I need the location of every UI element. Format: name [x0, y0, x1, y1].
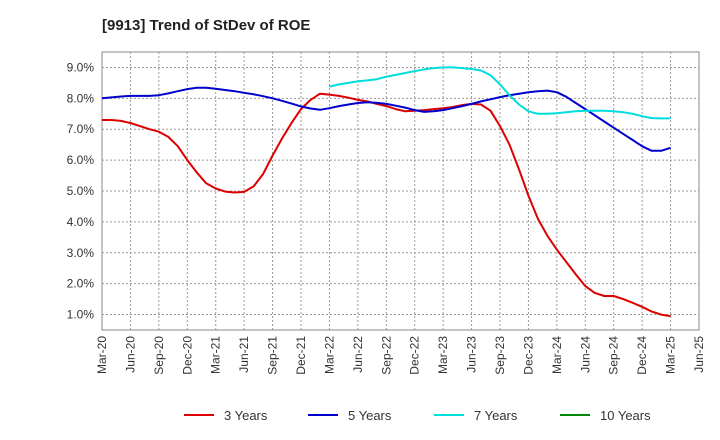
y-tick-label: 4.0%: [67, 215, 95, 229]
y-tick-label: 5.0%: [67, 184, 95, 198]
x-tick-label: Jun-23: [465, 336, 479, 373]
x-tick-label: Sep-24: [607, 336, 621, 375]
series-line-3-years: [102, 92, 671, 318]
legend-label: 5 Years: [348, 408, 392, 423]
grid: [102, 52, 699, 330]
chart-title: [9913] Trend of StDev of ROE: [102, 17, 310, 34]
x-tick-label: Mar-20: [95, 336, 109, 374]
x-tick-label: Mar-25: [664, 336, 678, 374]
x-tick-label: Dec-23: [521, 336, 535, 375]
x-tick-label: Dec-20: [180, 336, 194, 375]
x-tick-label: Sep-20: [152, 336, 166, 375]
x-axis-ticks: Mar-20 Jun-20 Sep-20 Dec-20 Mar-21 Jun-21 Sep-…: [95, 336, 706, 375]
y-tick-label: 7.0%: [67, 122, 95, 136]
y-axis-ticks: 1.0% 2.0% 3.0% 4.0% 5.0% 6.0% 7.0% 8.0% 9.0%: [67, 60, 95, 321]
x-tick-label: Mar-24: [550, 336, 564, 374]
y-tick-label: 1.0%: [67, 308, 95, 322]
x-tick-label: Dec-21: [294, 336, 308, 375]
x-tick-label: Mar-23: [436, 336, 450, 374]
x-tick-label: Jun-20: [123, 336, 137, 373]
x-tick-label: Sep-23: [493, 336, 507, 375]
series-line-7-years: [329, 66, 671, 120]
y-tick-label: 6.0%: [67, 153, 95, 167]
y-tick-label: 9.0%: [67, 60, 95, 74]
x-tick-label: Dec-22: [408, 336, 422, 375]
x-tick-label: Jun-25: [692, 336, 706, 373]
y-tick-label: 3.0%: [67, 246, 95, 260]
x-tick-label: Mar-21: [209, 336, 223, 374]
x-tick-label: Sep-22: [379, 336, 393, 375]
y-tick-label: 2.0%: [67, 277, 95, 291]
legend-label: 10 Years: [600, 408, 651, 423]
legend-label: 3 Years: [224, 408, 268, 423]
x-tick-label: Sep-21: [266, 336, 280, 375]
x-tick-label: Jun-22: [351, 336, 365, 373]
legend-label: 7 Years: [474, 408, 518, 423]
legend: 3 Years 5 Years 7 Years 10 Years: [184, 408, 651, 423]
x-tick-label: Jun-24: [578, 336, 592, 373]
x-tick-label: Jun-21: [237, 336, 251, 373]
x-tick-label: Dec-24: [635, 336, 649, 375]
series-lines: [101, 66, 671, 318]
series-line-5-years: [101, 86, 671, 152]
y-tick-label: 8.0%: [67, 91, 95, 105]
x-tick-label: Mar-22: [322, 336, 336, 374]
